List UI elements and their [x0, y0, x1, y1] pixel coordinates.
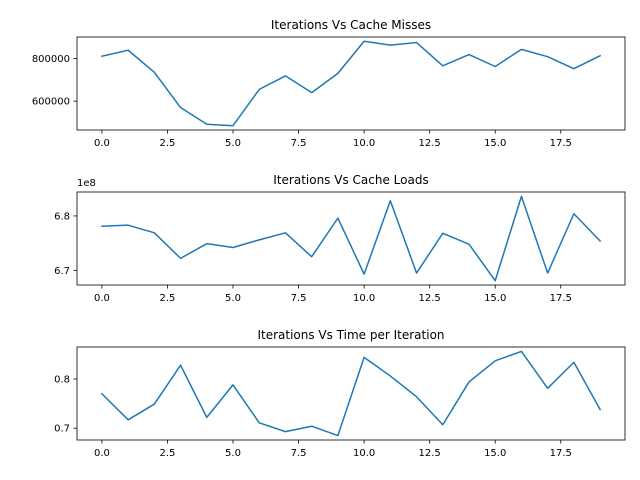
x-axis-ticks: 0.0 2.5 5.0 7.5 10.0 12.5 15.0 17.5	[94, 130, 572, 149]
axes-frame	[76, 346, 626, 441]
y-tick-label: 600000	[32, 97, 70, 108]
x-axis-ticks: 0.0 2.5 5.0 7.5 10.0 12.5 15.0 17.5	[94, 440, 572, 459]
x-tick-label: 17.5	[550, 293, 572, 304]
x-tick-label: 17.5	[550, 448, 572, 459]
y-axis-ticks: 6.7 6.8	[54, 211, 77, 277]
x-tick-label: 7.5	[291, 293, 307, 304]
series-line	[100, 350, 602, 437]
panel-title: Iterations Vs Cache Loads	[273, 173, 428, 187]
x-tick-label: 0.0	[94, 293, 110, 304]
series-line	[101, 195, 602, 282]
y-tick-label: 0.8	[54, 374, 70, 385]
axes-frame	[76, 191, 626, 286]
y-tick-label: 800000	[32, 54, 70, 65]
x-tick-label: 12.5	[419, 448, 441, 459]
panel-title: Iterations Vs Cache Misses	[271, 18, 431, 32]
x-tick-label: 10.0	[353, 138, 375, 149]
x-tick-label: 15.0	[484, 138, 506, 149]
x-tick-label: 17.5	[550, 138, 572, 149]
series-line	[101, 40, 602, 127]
x-tick-label: 15.0	[484, 293, 506, 304]
x-tick-label: 5.0	[225, 138, 241, 149]
x-tick-label: 12.5	[419, 293, 441, 304]
x-tick-label: 10.0	[353, 293, 375, 304]
y-offset-label: 1e8	[77, 178, 96, 189]
x-tick-label: 12.5	[419, 138, 441, 149]
subplot-time-per-iteration: Iterations Vs Time per Iteration 0.0 2.5 5…	[54, 328, 626, 459]
x-tick-label: 10.0	[353, 448, 375, 459]
y-axis-ticks: 0.7 0.8	[54, 374, 77, 435]
y-tick-label: 6.7	[54, 266, 70, 277]
x-tick-label: 7.5	[291, 448, 307, 459]
x-tick-label: 2.5	[160, 448, 176, 459]
x-tick-label: 5.0	[225, 448, 241, 459]
y-axis-ticks: 600000 800000	[32, 54, 77, 108]
y-tick-label: 6.8	[54, 211, 70, 222]
x-tick-label: 5.0	[225, 293, 241, 304]
x-tick-label: 2.5	[160, 293, 176, 304]
subplot-cache-misses: Iterations Vs Cache Misses 0.0 2.5 5.0 7.5 1…	[32, 18, 626, 149]
x-tick-label: 7.5	[291, 138, 307, 149]
axes-frame	[76, 36, 626, 131]
panel-title: Iterations Vs Time per Iteration	[257, 328, 444, 342]
x-tick-label: 0.0	[94, 138, 110, 149]
x-tick-label: 2.5	[160, 138, 176, 149]
subplot-cache-loads: Iterations Vs Cache Loads 1e8 0.0 2.5 5.0 7…	[54, 173, 626, 304]
x-tick-label: 15.0	[484, 448, 506, 459]
x-tick-label: 0.0	[94, 448, 110, 459]
x-axis-ticks: 0.0 2.5 5.0 7.5 10.0 12.5 15.0 17.5	[94, 285, 572, 304]
y-tick-label: 0.7	[54, 424, 70, 435]
